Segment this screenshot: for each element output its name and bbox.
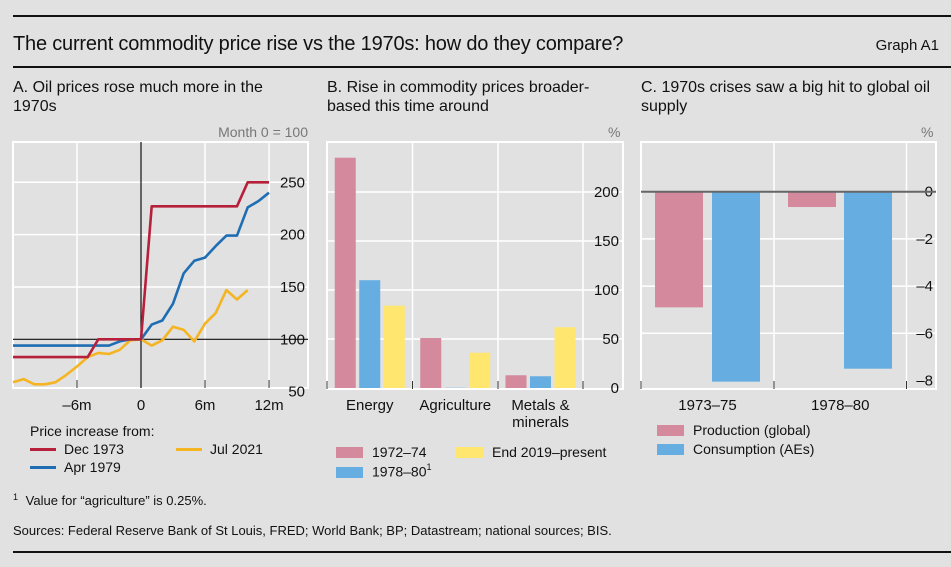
bar-production-global--0 (655, 191, 703, 308)
panel-b-category-label: Metals & (511, 397, 569, 414)
panel-a-xtick-label: 12m (254, 397, 283, 414)
bottom-rule (13, 551, 951, 553)
panel-c-frame (640, 141, 937, 390)
panel-b-ytick-label: 100 (594, 282, 619, 299)
bar-1972-74-energy (334, 157, 356, 388)
panel-b-frame (326, 141, 624, 390)
panel-c-ytick-label: –4 (916, 278, 933, 295)
graph-number: Graph A1 (875, 37, 939, 54)
panel-b-ytick-label: 150 (594, 233, 619, 250)
panel-a-xtick-label: 0 (137, 397, 145, 414)
panel-a-xtick-label: –6m (62, 397, 91, 414)
panel-b-category-label: Energy (346, 397, 394, 414)
panel-a-ytick-label: 200 (280, 227, 305, 244)
legend-line-swatch (30, 466, 56, 470)
bar-end-2019-present-energy (383, 305, 405, 388)
bar-1978-80-energy (359, 280, 381, 388)
legend-label: End 2019–present (492, 444, 607, 460)
panel-b-ytick-label: 0 (611, 380, 619, 397)
panel-c-category-label: 1973–75 (678, 397, 736, 414)
panel-a-ytick-label: 150 (280, 279, 305, 296)
panel-c-ytick-label: –8 (916, 373, 933, 390)
panel-c-category-label: 1978–80 (811, 397, 869, 414)
panel-c-ytick-label: –6 (916, 325, 933, 342)
panel-b-category-label: Agriculture (419, 397, 491, 414)
legend-label: Production (global) (693, 422, 811, 438)
legend-label: Apr 1979 (64, 459, 121, 475)
panel-a-legend-title: Price increase from: (30, 423, 155, 439)
panel-a-title: A. Oil prices rose much more in the 1970… (13, 79, 263, 115)
legend-swatch (336, 447, 363, 459)
legend-item: 1978–801 (336, 462, 432, 481)
bar-1978-80-metals-minerals (530, 376, 551, 388)
legend-swatch (456, 447, 483, 459)
legend-label: Consumption (AEs) (693, 441, 815, 457)
legend-label: 1972–74 (372, 444, 427, 460)
panel-a-ytick-label: 50 (288, 384, 305, 401)
legend-item: End 2019–present (456, 444, 606, 462)
bar-end-2019-present-agriculture (469, 352, 491, 388)
legend-item: 1972–74 (336, 444, 427, 462)
footnote-text: Value for “agriculture” is 0.25%. (25, 493, 207, 509)
bar-production-global--1 (788, 191, 836, 208)
panel-a-xtick-label: 6m (195, 397, 216, 414)
legend-item: Production (global) (657, 422, 811, 440)
panel-c-unit: % (921, 124, 934, 140)
header-rule (13, 66, 951, 68)
panel-b-chart: 0 50 100 150 200 Energy Agriculture Metals &min… (326, 141, 624, 431)
legend-item: Apr 1979 (30, 459, 121, 477)
series-line-jul-2021 (12, 288, 249, 386)
legend-label: 1978–80 (372, 463, 427, 480)
legend-swatch (657, 425, 684, 437)
panel-a-ytick-label: 250 (280, 174, 305, 191)
legend-label: Jul 2021 (210, 441, 263, 457)
panel-a-frame (12, 141, 309, 389)
panel-b-category-label: minerals (512, 414, 569, 431)
footnote: 1 Value for “agriculture” is 0.25%. (13, 492, 207, 508)
bar-consumption-aes--1 (844, 191, 892, 369)
panel-c-title: C. 1970s crises saw a big hit to global … (641, 79, 931, 115)
legend-line-swatch (176, 448, 202, 452)
panel-b-title: B. Rise in commodity prices broader-base… (327, 79, 590, 115)
legend-item: Consumption (AEs) (657, 441, 814, 459)
legend-line-swatch (30, 448, 56, 452)
top-rule (13, 15, 951, 17)
panel-a-unit: Month 0 = 100 (218, 124, 308, 140)
panel-c-ytick-label: –2 (916, 231, 933, 248)
bar-1972-74-metals-minerals (505, 375, 527, 388)
legend-swatch (657, 444, 684, 456)
legend-item: Jul 2021 (176, 441, 263, 459)
sources-note: Sources: Federal Reserve Bank of St Loui… (13, 523, 612, 538)
legend-label: Dec 1973 (64, 441, 124, 457)
bar-1972-74-agriculture (420, 338, 442, 388)
bar-consumption-aes--0 (712, 191, 760, 382)
panel-b-ytick-label: 50 (602, 331, 619, 348)
footnote-marker: 1 (13, 492, 19, 502)
bar-end-2019-present-metals-minerals (554, 327, 576, 388)
panel-b-ytick-label: 200 (594, 184, 619, 201)
legend-item: Dec 1973 (30, 441, 124, 459)
legend-swatch (336, 466, 363, 478)
panel-b-unit: % (608, 124, 621, 140)
graph-title: The current commodity price rise vs the … (13, 33, 624, 55)
series-line-dec-1973 (13, 181, 269, 359)
legend-superscript: 1 (426, 462, 432, 472)
